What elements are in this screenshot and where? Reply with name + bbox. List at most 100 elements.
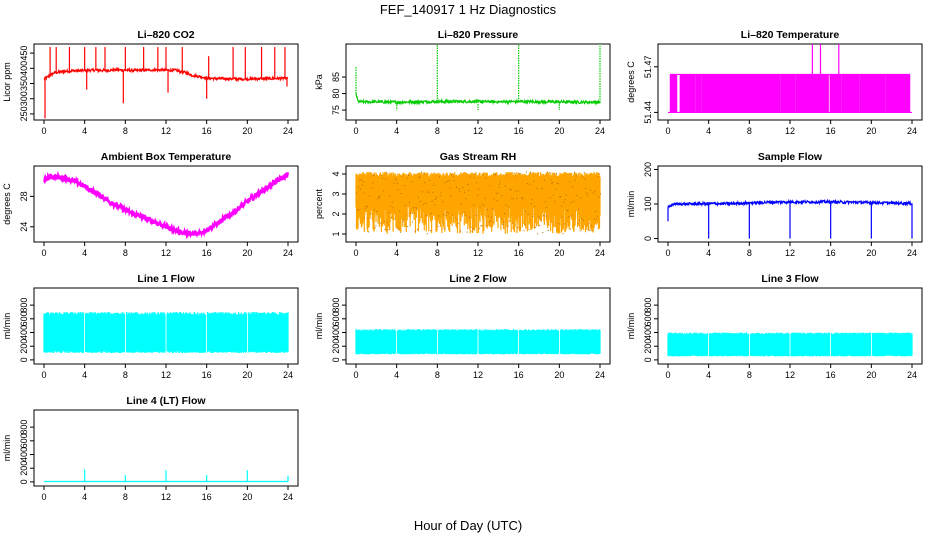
- x-tick-label: 20: [242, 248, 252, 258]
- y-tick-label: 800: [331, 298, 341, 313]
- panel-title: Line 2 Flow: [449, 273, 507, 285]
- x-tick-label: 4: [394, 248, 399, 258]
- panel-title: Li–820 Temperature: [741, 29, 840, 41]
- x-tick-label: 12: [473, 248, 483, 258]
- panel-title: Sample Flow: [758, 151, 823, 163]
- panel-3: Li–820 Temperature degrees C 0 4 8 12 16 20 24 51…: [626, 29, 923, 136]
- y-tick-label: 800: [19, 420, 29, 435]
- x-tick-label: 24: [283, 492, 293, 502]
- y-tick-label: 85: [331, 72, 341, 82]
- y-tick-label: 400: [19, 447, 29, 462]
- y-tick-label: 0: [643, 357, 653, 362]
- y-tick-label: 200: [643, 339, 653, 354]
- x-tick-label: 4: [394, 370, 399, 380]
- y-tick-label: 400: [19, 325, 29, 340]
- x-tick-label: 12: [161, 126, 171, 136]
- figure-xlabel: Hour of Day (UTC): [413, 518, 523, 533]
- data-layer: [43, 47, 289, 119]
- x-tick-label: 24: [283, 126, 293, 136]
- y-tick-label: 2: [331, 211, 341, 216]
- data-layer: [43, 312, 289, 353]
- y-tick-label: 400: [19, 61, 29, 76]
- y-tick-label: 0: [643, 236, 653, 241]
- x-tick-label: 16: [514, 126, 524, 136]
- x-tick-label: 8: [435, 370, 440, 380]
- y-tick-label: 80: [331, 89, 341, 99]
- y-tick-label: 200: [331, 339, 341, 354]
- x-tick-label: 20: [866, 370, 876, 380]
- x-tick-label: 8: [435, 248, 440, 258]
- x-tick-label: 20: [554, 248, 564, 258]
- panel-2: Li–820 Pressure kPa 0 4 8 12 16 20 24 75 80 85: [314, 29, 611, 136]
- series-line: [43, 66, 289, 83]
- x-tick-label: 4: [82, 126, 87, 136]
- y-tick-label: 200: [19, 339, 29, 354]
- x-tick-label: 24: [907, 126, 917, 136]
- y-tick-label: 300: [19, 91, 29, 106]
- level-series: [668, 73, 912, 113]
- x-tick-label: 24: [595, 126, 605, 136]
- x-tick-label: 20: [866, 248, 876, 258]
- x-tick-label: 16: [202, 370, 212, 380]
- x-tick-label: 0: [665, 370, 670, 380]
- x-tick-label: 0: [353, 126, 358, 136]
- x-tick-label: 4: [394, 126, 399, 136]
- y-axis-label: Licor ppm: [2, 62, 12, 102]
- panel-9: Line 3 Flow ml/min 0 4 8 12 16 20 24 0 20040060080…: [626, 273, 923, 380]
- x-tick-label: 0: [41, 126, 46, 136]
- y-tick-label: 28: [19, 191, 29, 201]
- band-series: [355, 329, 601, 355]
- x-tick-label: 8: [123, 126, 128, 136]
- x-tick-label: 8: [747, 126, 752, 136]
- x-tick-label: 12: [473, 126, 483, 136]
- x-tick-label: 24: [283, 370, 293, 380]
- figure-title: FEF_140917 1 Hz Diagnostics: [379, 2, 557, 17]
- x-tick-label: 20: [242, 492, 252, 502]
- x-tick-label: 4: [706, 370, 711, 380]
- x-tick-label: 8: [747, 370, 752, 380]
- x-tick-label: 12: [785, 126, 795, 136]
- x-tick-label: 4: [706, 248, 711, 258]
- y-tick-label: 600: [19, 433, 29, 448]
- y-tick-label: 200: [643, 162, 653, 177]
- y-tick-label: 51.44: [643, 101, 653, 124]
- y-tick-label: 24: [19, 222, 29, 232]
- plot-frame: [345, 43, 611, 121]
- x-tick-label: 24: [907, 370, 917, 380]
- x-tick-label: 16: [202, 248, 212, 258]
- x-tick-label: 20: [242, 126, 252, 136]
- panel-title: Li–820 Pressure: [438, 29, 519, 41]
- y-tick-label: 100: [643, 196, 653, 211]
- series-line: [43, 170, 290, 240]
- y-tick-label: 51.47: [643, 56, 653, 79]
- x-tick-label: 12: [161, 370, 171, 380]
- y-tick-label: 800: [643, 298, 653, 313]
- x-tick-label: 0: [353, 370, 358, 380]
- y-tick-label: 350: [19, 76, 29, 91]
- x-tick-label: 0: [41, 248, 46, 258]
- data-layer: [667, 332, 913, 357]
- y-tick-label: 450: [19, 46, 29, 61]
- y-tick-label: 0: [19, 357, 29, 362]
- x-tick-label: 4: [82, 492, 87, 502]
- x-tick-label: 0: [353, 248, 358, 258]
- x-tick-label: 16: [826, 126, 836, 136]
- x-tick-label: 4: [82, 248, 87, 258]
- band-dots: [356, 171, 601, 235]
- x-tick-label: 4: [82, 370, 87, 380]
- x-tick-label: 24: [907, 248, 917, 258]
- x-tick-label: 12: [161, 248, 171, 258]
- x-tick-label: 16: [514, 370, 524, 380]
- data-layer: [668, 44, 912, 113]
- x-tick-label: 16: [202, 492, 212, 502]
- x-tick-label: 8: [123, 492, 128, 502]
- y-axis-label: degrees C: [2, 183, 12, 225]
- x-tick-label: 16: [202, 126, 212, 136]
- x-tick-label: 8: [435, 126, 440, 136]
- data-layer: [44, 469, 289, 483]
- panel-8: Line 2 Flow ml/min 0 4 8 12 16 20 24 0 20040060080…: [314, 273, 611, 380]
- data-layer: [355, 329, 601, 355]
- x-tick-label: 8: [123, 370, 128, 380]
- x-tick-label: 24: [595, 370, 605, 380]
